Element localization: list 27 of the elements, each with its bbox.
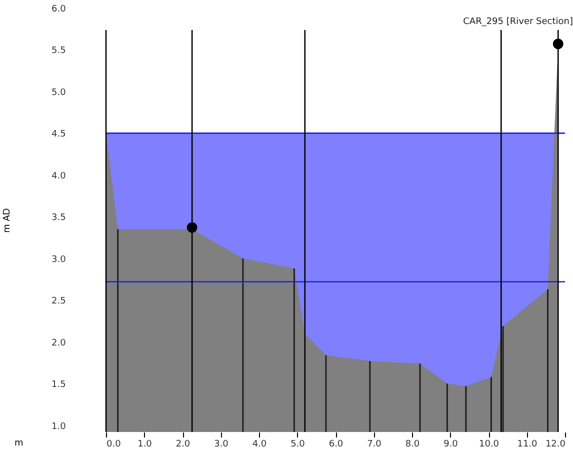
x-tick-label: 12.0 bbox=[545, 440, 566, 450]
y-tick-label: 6.0 bbox=[52, 4, 66, 14]
x-tick-label: 7.0 bbox=[367, 440, 382, 450]
x-tick-label: 0.0 bbox=[106, 440, 122, 450]
x-axis-title: m bbox=[14, 438, 24, 448]
y-tick-label: 4.5 bbox=[52, 130, 66, 140]
y-tick-label: 4.0 bbox=[52, 171, 66, 182]
x-tick-label: 10.0 bbox=[478, 440, 500, 450]
x-tick-label: 1.0 bbox=[138, 440, 152, 450]
x-tick-label: 11.0 bbox=[517, 440, 538, 450]
annotation: CAR_295 [River Section] bbox=[463, 17, 573, 27]
y-tick-label: 3.5 bbox=[52, 213, 66, 224]
y-tick-label: 2.5 bbox=[52, 296, 66, 307]
y-tick-label: 1.5 bbox=[52, 380, 66, 390]
x-tick-label: 5.0 bbox=[290, 440, 306, 450]
y-tick-label: 3.0 bbox=[52, 254, 66, 265]
y-tick-label: 1.0 bbox=[52, 422, 66, 432]
x-tick-label: 4.0 bbox=[252, 440, 267, 450]
x-tick-label: 8.0 bbox=[405, 440, 420, 450]
y-tick-label: 5.0 bbox=[52, 88, 66, 98]
y-tick-label: 5.5 bbox=[52, 46, 66, 56]
y-axis-title: m AD bbox=[2, 208, 12, 233]
x-tick-label: 2.0 bbox=[176, 440, 190, 450]
x-tick-label: 3.0 bbox=[214, 440, 229, 450]
x-tick-label: 6.0 bbox=[328, 440, 344, 450]
x-tick-label: 9.0 bbox=[444, 440, 458, 450]
y-tick-label: 2.0 bbox=[52, 338, 66, 348]
